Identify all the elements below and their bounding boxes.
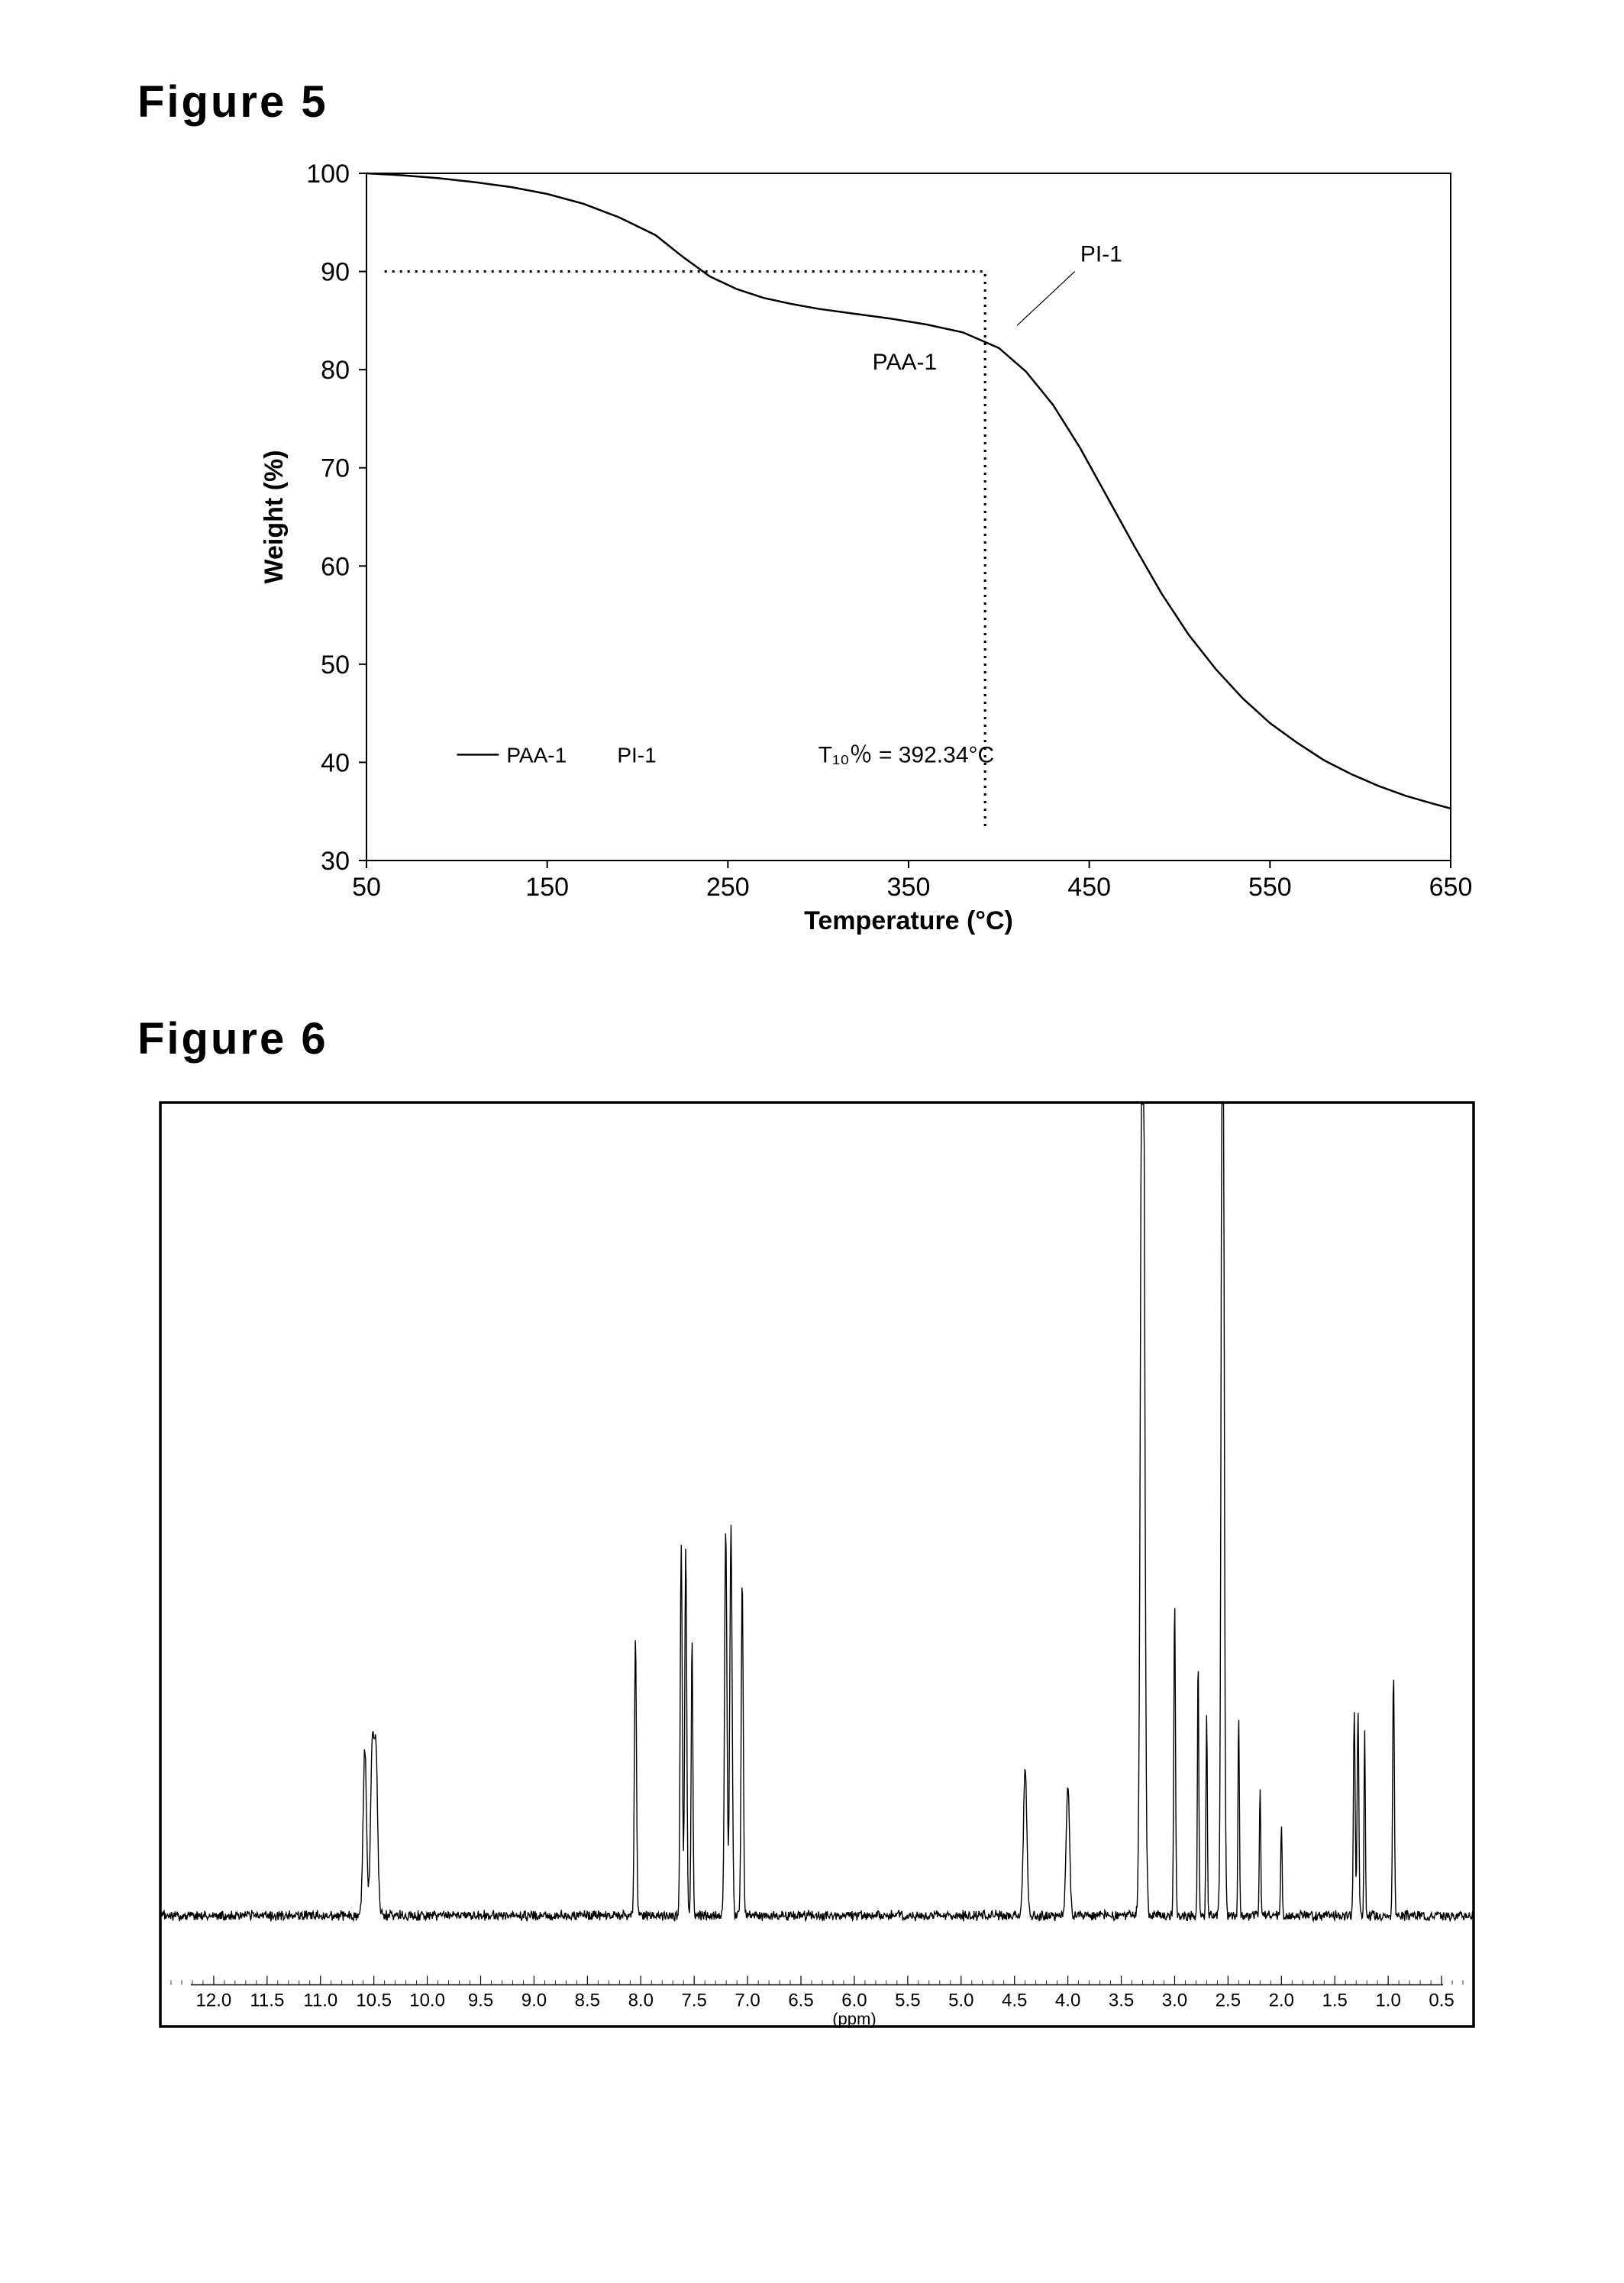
- svg-text:11.0: 11.0: [303, 1991, 337, 2011]
- figure5-chart: 50 150 250 350 450 550 650 30 40 50 60 70 80 90 100 Tem…: [229, 150, 1487, 960]
- svg-text:6.0: 6.0: [841, 1991, 867, 2011]
- svg-text:50: 50: [352, 873, 381, 902]
- svg-text:9.0: 9.0: [521, 1991, 547, 2011]
- svg-text:30: 30: [321, 847, 350, 876]
- svg-text:2.5: 2.5: [1216, 1991, 1241, 2011]
- svg-text:9.5: 9.5: [468, 1991, 493, 2011]
- svg-text:90: 90: [321, 258, 350, 287]
- svg-text:350: 350: [887, 873, 931, 902]
- svg-text:(ppm): (ppm): [832, 2010, 876, 2029]
- svg-text:550: 550: [1248, 873, 1292, 902]
- svg-text:1.0: 1.0: [1375, 1991, 1400, 2011]
- figure6-title: Figure 6: [137, 1013, 1487, 1064]
- svg-text:10.5: 10.5: [356, 1991, 392, 2011]
- svg-text:4.5: 4.5: [1002, 1991, 1027, 2011]
- svg-text:0.5: 0.5: [1429, 1991, 1454, 2011]
- svg-text:5.5: 5.5: [895, 1991, 920, 2011]
- svg-text:60: 60: [321, 552, 350, 581]
- svg-text:5.0: 5.0: [948, 1991, 973, 2011]
- svg-text:8.5: 8.5: [575, 1991, 600, 2011]
- figure6-chart: 12.0 11.5 11.0 10.5 10.0 9.5 9.0 8.5 8.0 7.5 7.0 6.…: [145, 1087, 1487, 2049]
- svg-text:3.5: 3.5: [1109, 1991, 1134, 2011]
- svg-text:PAA-1: PAA-1: [506, 743, 567, 767]
- svg-text:2.0: 2.0: [1269, 1991, 1294, 2011]
- svg-text:70: 70: [321, 454, 350, 483]
- svg-text:11.5: 11.5: [250, 1991, 284, 2011]
- svg-text:150: 150: [525, 873, 569, 902]
- svg-text:Weight (%): Weight (%): [260, 450, 289, 583]
- svg-text:7.0: 7.0: [735, 1991, 760, 2011]
- svg-text:50: 50: [321, 651, 350, 680]
- svg-text:12.0: 12.0: [196, 1991, 232, 2011]
- svg-text:8.0: 8.0: [628, 1991, 654, 2011]
- svg-text:T₁₀％ = 392.34°C: T₁₀％ = 392.34°C: [818, 742, 995, 767]
- svg-text:40: 40: [321, 748, 350, 777]
- svg-text:1.5: 1.5: [1322, 1991, 1348, 2011]
- svg-text:7.5: 7.5: [681, 1991, 706, 2011]
- svg-text:3.0: 3.0: [1162, 1991, 1187, 2011]
- svg-text:450: 450: [1067, 873, 1111, 902]
- svg-text:650: 650: [1429, 873, 1473, 902]
- svg-text:PAA-1: PAA-1: [873, 350, 937, 375]
- svg-text:4.0: 4.0: [1055, 1991, 1080, 2011]
- svg-text:100: 100: [306, 160, 350, 189]
- svg-text:6.5: 6.5: [788, 1991, 813, 2011]
- svg-text:PI-1: PI-1: [1080, 242, 1122, 267]
- svg-text:80: 80: [321, 356, 350, 385]
- figure5-title: Figure 5: [137, 76, 1487, 128]
- svg-text:PI-1: PI-1: [617, 743, 656, 767]
- svg-text:Temperature (°C): Temperature (°C): [804, 906, 1013, 935]
- svg-text:10.0: 10.0: [409, 1991, 445, 2011]
- svg-text:250: 250: [706, 873, 750, 902]
